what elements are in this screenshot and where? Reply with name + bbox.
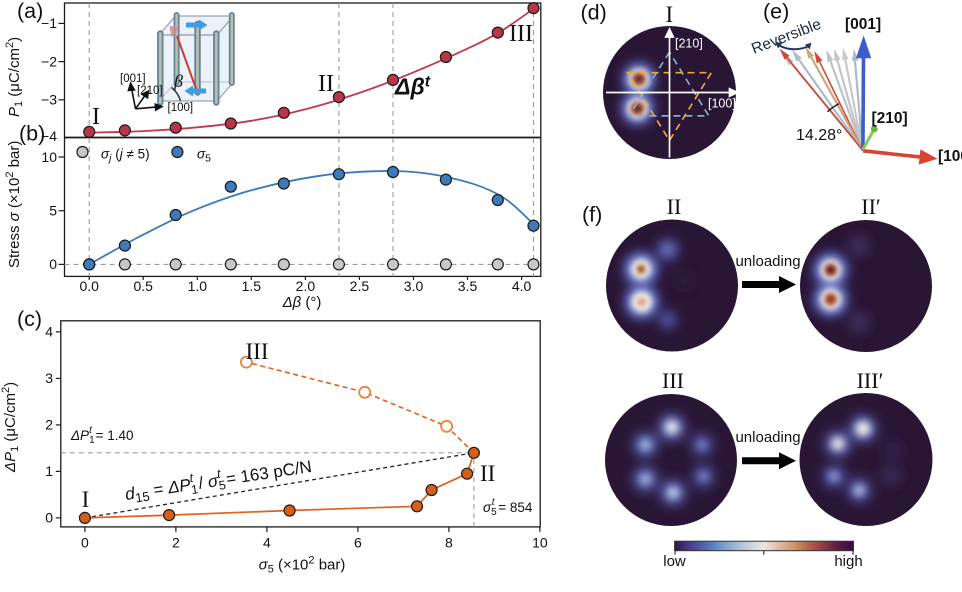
svg-text:(b): (b) (19, 122, 45, 146)
svg-text:4: 4 (45, 324, 53, 340)
svg-text:0.0: 0.0 (79, 278, 99, 294)
svg-text:10: 10 (41, 149, 57, 165)
svg-text:σ5t = 854: σ5t = 854 (483, 497, 533, 518)
svg-text:σj (j ≠ 5): σj (j ≠ 5) (101, 147, 150, 165)
svg-text:unloading: unloading (735, 253, 800, 270)
svg-text:III: III (509, 21, 533, 47)
svg-text:P1 (μC/cm2): P1 (μC/cm2) (4, 37, 25, 117)
svg-text:d15 = ΔP1t / σ5t = 163 pC/N: d15 = ΔP1t / σ5t = 163 pC/N (123, 453, 313, 507)
svg-text:−3: −3 (41, 92, 57, 108)
svg-text:1: 1 (45, 463, 53, 479)
svg-text:[100]: [100] (168, 102, 194, 114)
svg-text:I: I (92, 104, 100, 130)
svg-text:0: 0 (49, 256, 57, 272)
svg-text:(f): (f) (582, 203, 602, 227)
svg-text:II: II (480, 461, 495, 486)
svg-text:(e): (e) (763, 0, 789, 24)
svg-text:III: III (662, 368, 684, 393)
svg-text:II: II (667, 194, 682, 219)
svg-text:ΔP1t = 1.40: ΔP1t = 1.40 (70, 425, 134, 446)
svg-text:Δβ (°): Δβ (°) (282, 294, 322, 311)
svg-text:2.0: 2.0 (296, 278, 316, 294)
svg-text:[210]: [210] (675, 37, 703, 51)
svg-text:high: high (834, 553, 862, 570)
svg-text:III′: III′ (857, 368, 884, 393)
svg-text:1.5: 1.5 (242, 278, 262, 294)
svg-text:2.5: 2.5 (350, 278, 370, 294)
svg-text:4.0: 4.0 (512, 278, 532, 294)
svg-text:−1: −1 (41, 15, 57, 31)
svg-text:σ5: σ5 (197, 147, 211, 165)
svg-text:Δβt: Δβt (394, 74, 431, 100)
svg-text:ΔP1 (μC/cm2): ΔP1 (μC/cm2) (0, 382, 21, 473)
svg-text:σ5 (×102 bar): σ5 (×102 bar) (259, 555, 346, 576)
svg-text:4: 4 (263, 535, 271, 551)
svg-text:[001]: [001] (120, 73, 146, 85)
svg-text:0: 0 (45, 510, 53, 526)
svg-text:III: III (246, 339, 269, 364)
svg-text:[100]: [100] (708, 97, 736, 111)
svg-text:Stress σ (×102 bar): Stress σ (×102 bar) (4, 141, 23, 268)
svg-text:II′: II′ (861, 194, 880, 219)
svg-text:[100]: [100] (938, 148, 962, 165)
svg-text:unloading: unloading (735, 429, 800, 446)
svg-text:1.0: 1.0 (188, 278, 208, 294)
svg-text:3: 3 (45, 370, 53, 386)
svg-text:II: II (318, 71, 334, 97)
svg-text:[001]: [001] (845, 16, 881, 33)
svg-text:5: 5 (49, 203, 57, 219)
svg-text:I: I (665, 2, 673, 27)
svg-text:3.5: 3.5 (458, 278, 478, 294)
svg-text:[210]: [210] (872, 110, 908, 127)
svg-text:8: 8 (445, 535, 453, 551)
svg-text:β: β (173, 71, 183, 91)
svg-text:−4: −4 (41, 128, 57, 144)
svg-text:(d): (d) (581, 1, 607, 25)
svg-text:0: 0 (81, 535, 89, 551)
svg-text:(c): (c) (17, 307, 42, 331)
svg-text:I: I (82, 487, 90, 512)
svg-text:3.0: 3.0 (404, 278, 424, 294)
svg-text:2: 2 (45, 417, 53, 433)
svg-text:(a): (a) (17, 0, 43, 23)
svg-text:low: low (663, 553, 686, 570)
svg-text:−2: −2 (41, 53, 57, 69)
svg-text:6: 6 (354, 535, 362, 551)
svg-text:0.5: 0.5 (133, 278, 153, 294)
svg-text:10: 10 (532, 535, 548, 551)
svg-text:2: 2 (172, 535, 180, 551)
svg-text:14.28°: 14.28° (796, 127, 842, 144)
svg-text:[210]: [210] (137, 85, 163, 97)
